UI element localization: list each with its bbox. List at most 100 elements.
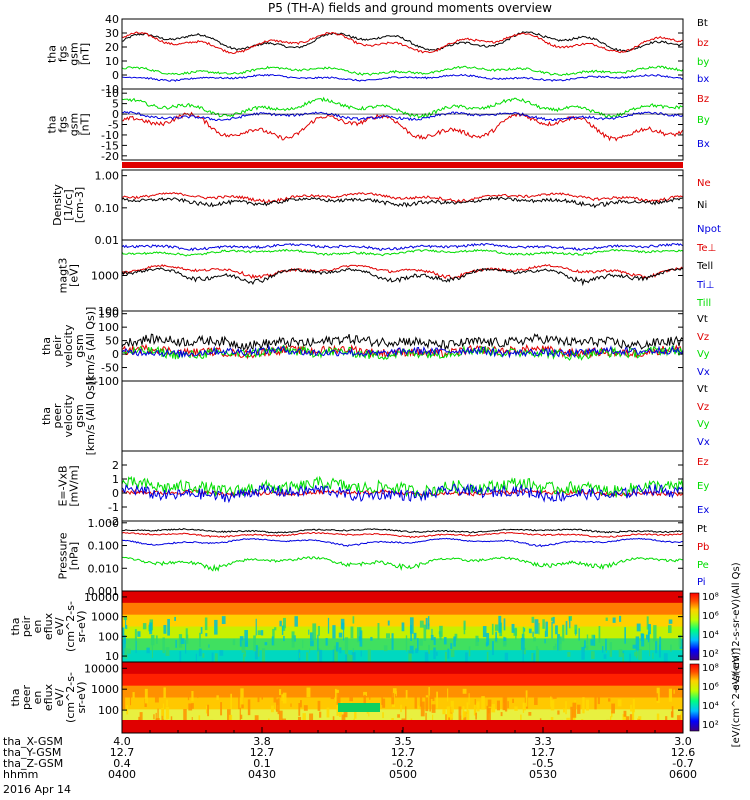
x-row-value: 12.7 — [391, 746, 416, 759]
spectrogram-cell — [274, 627, 277, 631]
y-axis-label: gsm — [68, 42, 81, 65]
legend-entry: bz — [697, 38, 709, 49]
y-tick-label: 0.001 — [88, 585, 120, 598]
spectrogram-cell — [150, 634, 155, 646]
spectrogram-cell — [611, 703, 615, 714]
spectrogram-cell — [618, 649, 623, 658]
spectrogram-cell — [149, 622, 153, 635]
spectrogram-cell — [463, 622, 466, 635]
spectrogram-cell — [271, 636, 274, 646]
spectrogram-cell — [536, 648, 540, 662]
spectrogram-cell — [178, 634, 183, 648]
spectrogram-cell — [185, 628, 188, 644]
spectrogram-band — [122, 602, 683, 616]
spectrogram-cell — [338, 632, 343, 638]
spectrogram-cell — [443, 637, 447, 645]
spectrogram-cell — [572, 702, 577, 718]
x-tick-label: 0430 — [248, 768, 276, 781]
spectrogram-cell — [306, 652, 309, 661]
spectrogram-cell — [575, 629, 577, 636]
spectrogram-cell — [343, 707, 348, 718]
spectrogram-cell — [299, 652, 301, 658]
spectrogram-cell — [239, 707, 241, 723]
spectrogram-cell — [346, 653, 350, 662]
legend-entry: Bx — [697, 139, 710, 150]
spectrogram-cell — [475, 712, 477, 720]
spectrogram-cell — [522, 626, 525, 638]
spectrogram-cell — [503, 699, 506, 704]
spectrogram-cell — [405, 706, 407, 720]
spectrogram-cell — [446, 706, 451, 723]
colorbar-tick-label: 10⁶ — [702, 682, 719, 693]
y-axis-label: eV/ — [53, 688, 66, 706]
spectrogram-cell — [255, 618, 257, 636]
spectrogram-cell — [197, 692, 199, 699]
spectrogram-cell — [569, 616, 571, 629]
spectrogram-cell — [496, 700, 500, 711]
x-row-value: 12.6 — [671, 746, 696, 759]
spectrogram-cell — [370, 636, 373, 641]
spectrogram-cell — [466, 702, 469, 714]
y-tick-label: 100 — [98, 704, 119, 717]
spectrogram-cell — [663, 653, 668, 662]
spectrogram-cell — [612, 617, 616, 623]
colorbar-label: eV/(cm^2-s-sr-eV)(All Qs) — [731, 562, 742, 690]
legend-entry: Vy — [697, 349, 710, 360]
y-axis-label: [km/s (All Qs)] — [84, 377, 97, 456]
spectrogram-cell — [491, 704, 496, 713]
spectrogram-cell — [335, 689, 339, 693]
spectrogram-cell — [502, 640, 507, 647]
legend-entry: Tell — [696, 261, 713, 272]
spectrogram-cell — [433, 637, 436, 646]
spectrogram-cell — [458, 706, 462, 723]
spectrogram-cell — [554, 643, 557, 647]
legend-entry: Pi — [697, 577, 706, 588]
spectrogram-cell — [617, 699, 622, 707]
spectrogram-cell — [317, 634, 319, 652]
legend-entry: bx — [697, 74, 709, 85]
panel-p4: 0.01 0.10 1.00 Density[1/cc][cm-3] Ne Ni Npot — [51, 169, 721, 247]
y-axis-label: [eV] — [68, 264, 81, 287]
spectrogram-cell — [570, 706, 573, 724]
spectrogram-cell — [668, 619, 673, 624]
spectrogram-cell — [680, 713, 683, 724]
series-line-blue — [121, 110, 684, 122]
spectrogram-cell — [631, 708, 635, 723]
panel-p6: -100-50050100150thapeirvelocitygsm[km/s … — [40, 307, 710, 388]
y-axis-label: peir — [51, 335, 64, 357]
y-axis-label: [1/cc] — [62, 189, 75, 220]
spectrogram-cell — [485, 642, 488, 647]
spectrogram-cell — [238, 692, 240, 710]
spectrogram-cell — [309, 648, 311, 653]
spectrogram-cell — [191, 703, 194, 709]
spectrogram-cell — [395, 691, 397, 697]
spectrogram-cell — [594, 692, 597, 710]
y-tick-label: 50 — [105, 335, 119, 348]
series-line-green — [121, 65, 684, 77]
spectrogram-p10 — [122, 591, 683, 662]
series-line-black — [121, 267, 684, 287]
spectrogram-cell — [538, 687, 542, 693]
spectrogram-cell — [670, 644, 672, 652]
spectrogram-cell — [247, 699, 251, 716]
legend-entry: Ne — [697, 178, 711, 189]
spectrogram-cell — [415, 648, 419, 654]
y-tick-label: 0.01 — [95, 234, 120, 247]
spectrogram-cell — [658, 644, 661, 658]
legend-entry: Npot — [697, 224, 721, 235]
colorbar — [689, 592, 700, 661]
spectrogram-cell — [667, 625, 672, 634]
spectrogram-cell — [214, 653, 218, 662]
x-row-value: 4.0 — [113, 735, 131, 748]
spectrogram-cell — [432, 714, 434, 721]
spectrogram-cell — [557, 634, 560, 651]
legend-entry: Pe — [697, 560, 709, 571]
spectrogram-cell — [317, 648, 321, 662]
spectrogram-cell — [462, 711, 467, 718]
spectrogram-cell — [283, 635, 285, 642]
spectrogram-cell — [552, 687, 557, 699]
spectrogram-cell — [462, 688, 467, 694]
spectrogram-cell — [199, 632, 201, 648]
spectrogram-cell — [619, 615, 622, 622]
